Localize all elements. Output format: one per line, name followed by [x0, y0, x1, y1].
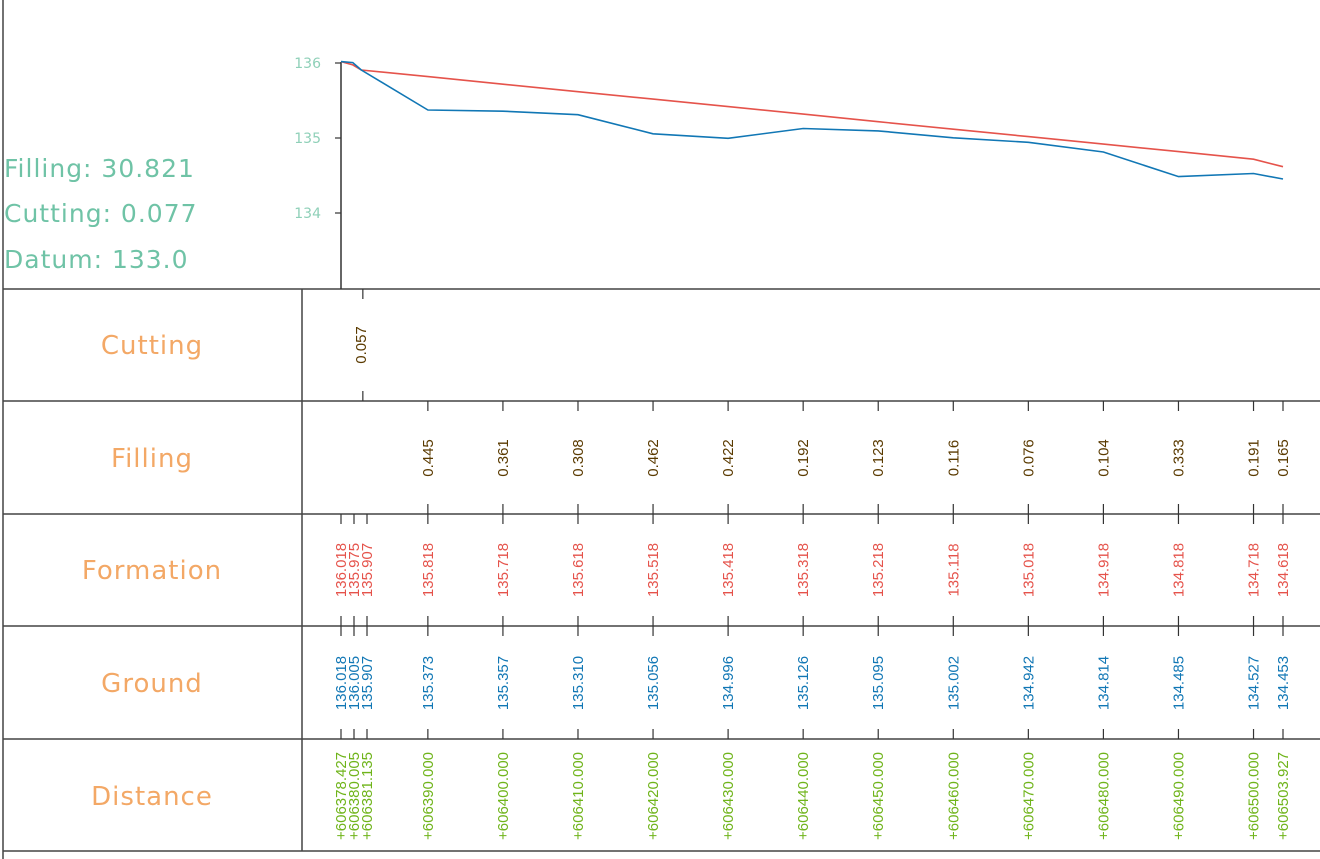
filling-row-values: 0.445 0.361 0.308 0.462 0.422 0.192 0.123 0.116…: [420, 401, 1292, 514]
distance-value: +606460.000: [945, 752, 962, 840]
ground-value: 135.126: [795, 656, 812, 710]
filling-value: 0.116: [945, 440, 962, 476]
cutting-row-values: 0.057: [353, 289, 370, 401]
y-axis-tick-label: 136: [294, 56, 321, 72]
cutting-total-text: Cutting: 0.077: [4, 199, 198, 228]
ground-value: 136.018: [333, 656, 350, 710]
formation-value: 135.218: [870, 543, 887, 597]
ground-series-line: [340, 60, 1284, 180]
filling-value: 0.462: [645, 439, 662, 477]
distance-row-values: +606378.427+606380.005+606381.135 +606390…: [333, 752, 1292, 840]
formation-value: 135.418: [720, 543, 737, 597]
ground-value: 135.095: [870, 656, 887, 710]
filling-value: 0.104: [1095, 439, 1112, 477]
ground-value: 135.310: [570, 656, 587, 710]
formation-value: 135.975: [346, 543, 363, 597]
formation-value: 135.907: [359, 543, 376, 597]
distance-value: +606500.000: [1246, 752, 1263, 840]
formation-value: 135.318: [795, 543, 812, 597]
distance-value: +606410.000: [570, 752, 587, 840]
filling-value: 0.422: [720, 439, 737, 477]
row-label-filling: Filling: [111, 444, 193, 474]
formation-value: 135.618: [570, 543, 587, 597]
row-label-ground: Ground: [101, 669, 203, 699]
row-label-formation: Formation: [82, 556, 222, 586]
filling-value: 0.361: [495, 439, 512, 477]
ground-value: 134.527: [1246, 656, 1263, 710]
filling-value: 0.192: [795, 439, 812, 477]
filling-value: 0.333: [1171, 439, 1188, 477]
distance-value: +606480.000: [1095, 752, 1112, 840]
filling-value: 0.165: [1275, 439, 1292, 477]
distance-value: +606380.005: [346, 752, 363, 840]
row-label-cutting: Cutting: [101, 331, 203, 361]
distance-value: +606420.000: [645, 752, 662, 840]
ground-value: 134.942: [1020, 656, 1037, 710]
datum-text: Datum: 133.0: [4, 245, 189, 274]
filling-value: 0.076: [1020, 439, 1037, 477]
filling-value: 0.308: [570, 439, 587, 477]
y-axis-tick-label: 135: [294, 131, 321, 147]
formation-value: 134.718: [1246, 543, 1263, 597]
ground-value: 135.056: [645, 656, 662, 710]
ground-value: 134.996: [720, 656, 737, 710]
ground-value: 134.485: [1171, 656, 1188, 710]
ground-value: 134.814: [1095, 656, 1112, 710]
filling-value: 0.445: [420, 439, 437, 477]
filling-value: 0.191: [1246, 439, 1263, 477]
distance-value: +606450.000: [870, 752, 887, 840]
row-label-distance: Distance: [91, 782, 213, 812]
formation-value: 135.018: [1020, 543, 1037, 597]
formation-series-line: [340, 60, 1284, 168]
cutting-value: 0.057: [353, 326, 370, 364]
distance-value: +606400.000: [495, 752, 512, 840]
distance-value: +606470.000: [1020, 752, 1037, 840]
formation-value: 135.818: [420, 543, 437, 597]
ground-value: 135.002: [945, 656, 962, 710]
formation-value: 134.818: [1171, 543, 1188, 597]
distance-value: +606430.000: [720, 752, 737, 840]
y-axis-tick-label: 134: [294, 206, 321, 222]
formation-value: 134.618: [1275, 543, 1292, 597]
formation-value: 135.518: [645, 543, 662, 597]
ground-value: 135.357: [495, 656, 512, 710]
distance-value: +606390.000: [420, 752, 437, 840]
ground-value: 136.005: [346, 656, 363, 710]
profile-plot: 136 135 134: [294, 56, 1284, 289]
distance-value: +606378.427: [333, 752, 350, 840]
ground-value: 135.907: [359, 656, 376, 710]
distance-value: +606381.135: [359, 752, 376, 840]
formation-value: 135.718: [495, 543, 512, 597]
filling-value: 0.123: [870, 439, 887, 477]
ground-value: 134.453: [1275, 656, 1292, 710]
formation-value: 134.918: [1095, 543, 1112, 597]
formation-value: 135.118: [945, 543, 962, 596]
filling-total-text: Filling: 30.821: [4, 154, 195, 183]
formation-value: 136.018: [333, 543, 350, 597]
ground-value: 135.373: [420, 656, 437, 710]
distance-value: +606440.000: [795, 752, 812, 840]
distance-value: +606490.000: [1171, 752, 1188, 840]
distance-value: +606503.927: [1275, 752, 1292, 840]
y-axis-ticks: 136 135 134: [294, 56, 341, 222]
